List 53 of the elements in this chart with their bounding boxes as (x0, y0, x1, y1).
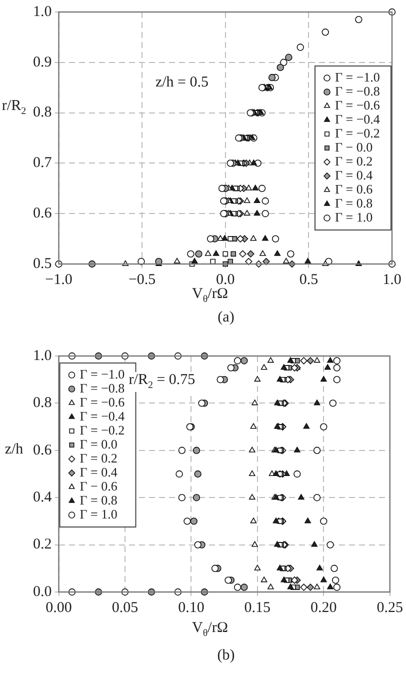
legend-label: Γ = 0.4 (80, 464, 118, 480)
x-tick-label: 0.15 (244, 600, 271, 616)
y-tick-label: 1.0 (33, 348, 52, 364)
legend-label: Γ = −1.0 (80, 366, 125, 382)
legend-label: Γ = −0.4 (80, 408, 126, 424)
text: (b) (215, 648, 237, 664)
legend-label: Γ − 0.6 (80, 478, 118, 494)
x-axis-title: V$_{θ}$/rΩ (192, 286, 228, 305)
x-tick-label: 0.20 (310, 600, 337, 616)
x-tick-label: 0.0 (216, 272, 235, 288)
legend-label: Γ = 0.0 (80, 436, 118, 452)
y-tick-label: 0.5 (33, 256, 52, 272)
legend-label: Γ = −0.4 (335, 111, 380, 126)
legend-label: Γ = −0.2 (335, 125, 380, 140)
x-tick-label: −0.5 (128, 272, 156, 288)
y-tick-label: 0.8 (33, 104, 52, 121)
y-axis-title: r/R$_{2}$ (2, 98, 26, 117)
x-tick-label: 0.10 (178, 600, 204, 616)
legend-label: Γ = −1.0 (335, 69, 380, 84)
text: (a) (216, 310, 236, 326)
legend-label: Γ = 0.2 (80, 450, 118, 466)
annotation: z/h = 0.5 (153, 74, 211, 92)
legend-label: Γ = −0.8 (80, 380, 125, 396)
x-tick-label: 1.0 (382, 272, 402, 288)
legend-label: Γ = 0.8 (80, 492, 118, 508)
x-tick-label: 0.05 (112, 600, 138, 616)
x-tick-label: −1.0 (45, 272, 72, 288)
y-tick-label: 0.6 (33, 206, 52, 222)
x-tick-label: 0.5 (299, 272, 318, 288)
y-tick-label: 0.6 (33, 442, 52, 458)
x-tick-label: 0.25 (376, 600, 403, 616)
y-tick-label: 0.2 (33, 536, 52, 553)
x-tick-label: 0.00 (46, 600, 72, 616)
legend-label: Γ = 1.0 (80, 506, 118, 522)
legend-label: Γ = 0.6 (335, 181, 374, 196)
y-tick-label: 0.9 (33, 54, 52, 70)
legend-label: Γ = −0.8 (335, 83, 380, 98)
legend-label: Γ = 1.0 (335, 209, 373, 224)
y-tick-label: 1.0 (33, 4, 52, 20)
legend-label: Γ = 0.2 (335, 153, 373, 168)
legend-label: Γ = −0.6 (335, 97, 380, 112)
legend-label: Γ = 0.4 (335, 167, 374, 182)
y-tick-label: 0.7 (33, 155, 52, 172)
y-tick-label: 0.8 (33, 395, 52, 412)
legend-label: Γ − 0.0 (335, 139, 373, 154)
y-tick-label: 0.4 (33, 490, 52, 506)
annotation: r/R$_{2}$ = 0.75 (126, 372, 198, 392)
y-axis-title: z/h (4, 442, 24, 458)
x-axis-title: V$_{θ}$/rΩ (192, 620, 228, 639)
legend-label: Γ = 0.8 (335, 195, 373, 210)
legend-label: Γ = −0.6 (80, 394, 126, 410)
legend-label: Γ = −0.2 (80, 422, 125, 438)
y-tick-label: 0.0 (33, 584, 52, 600)
